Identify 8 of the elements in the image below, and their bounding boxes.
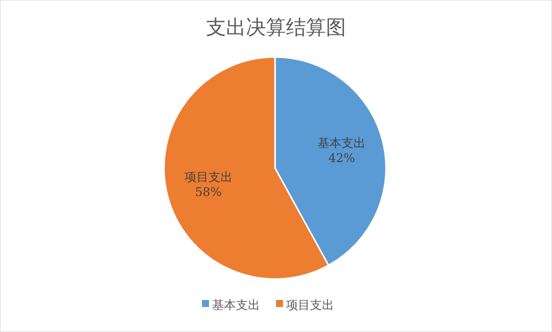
chart-title: 支出决算结算图 — [206, 15, 346, 39]
slice-label: 项目支出 — [184, 170, 232, 184]
slice-label: 基本支出 — [318, 136, 366, 150]
data-label: 58% — [195, 185, 222, 200]
data-label: 42% — [328, 150, 355, 165]
legend-label: 基本支出 — [212, 298, 260, 312]
legend-label: 项目支出 — [286, 298, 334, 312]
slice: 基本支出 42% — [274, 56, 387, 266]
